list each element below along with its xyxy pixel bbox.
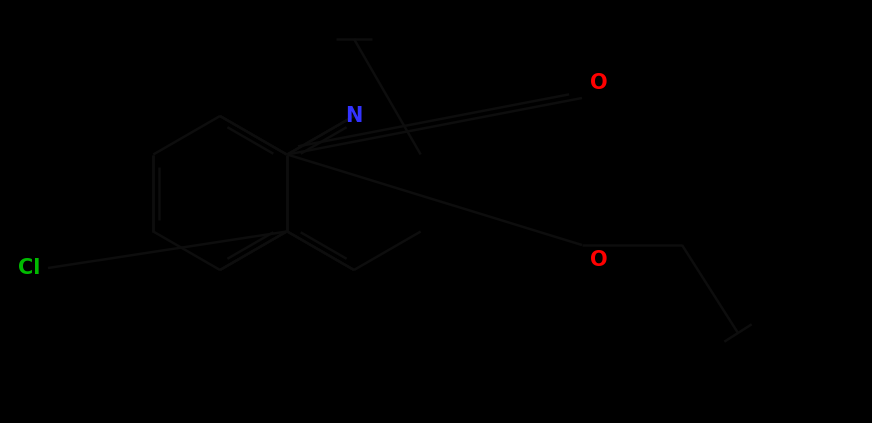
Text: O: O [590,250,608,270]
Text: Cl: Cl [17,258,40,278]
Text: N: N [345,106,363,126]
Text: O: O [590,73,608,93]
